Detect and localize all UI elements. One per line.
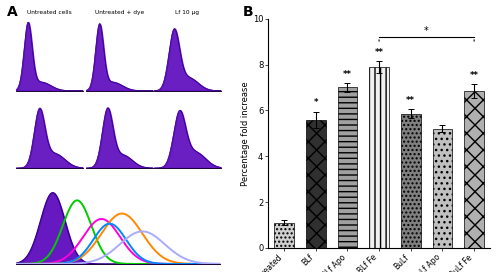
Text: B: B bbox=[243, 5, 254, 19]
Text: A: A bbox=[7, 5, 18, 19]
